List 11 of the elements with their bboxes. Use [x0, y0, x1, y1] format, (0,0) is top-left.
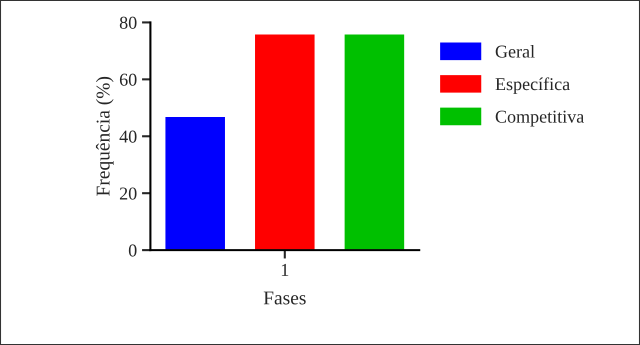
- legend-label: Competitiva: [496, 110, 584, 126]
- x-axis-title: Fases: [264, 292, 306, 304]
- y-axis-title: Frequência (%): [96, 76, 114, 196]
- legend-label: Específica: [496, 77, 570, 94]
- y-tick-label: 60: [120, 74, 137, 86]
- x-tick-label: 1: [282, 264, 288, 276]
- y-tick-label: 0: [128, 244, 137, 257]
- y-tick-label: 40: [120, 130, 137, 143]
- y-tick-label: 80: [120, 16, 137, 29]
- legend-label: Geral: [496, 44, 535, 58]
- y-tick-label: 20: [120, 187, 137, 200]
